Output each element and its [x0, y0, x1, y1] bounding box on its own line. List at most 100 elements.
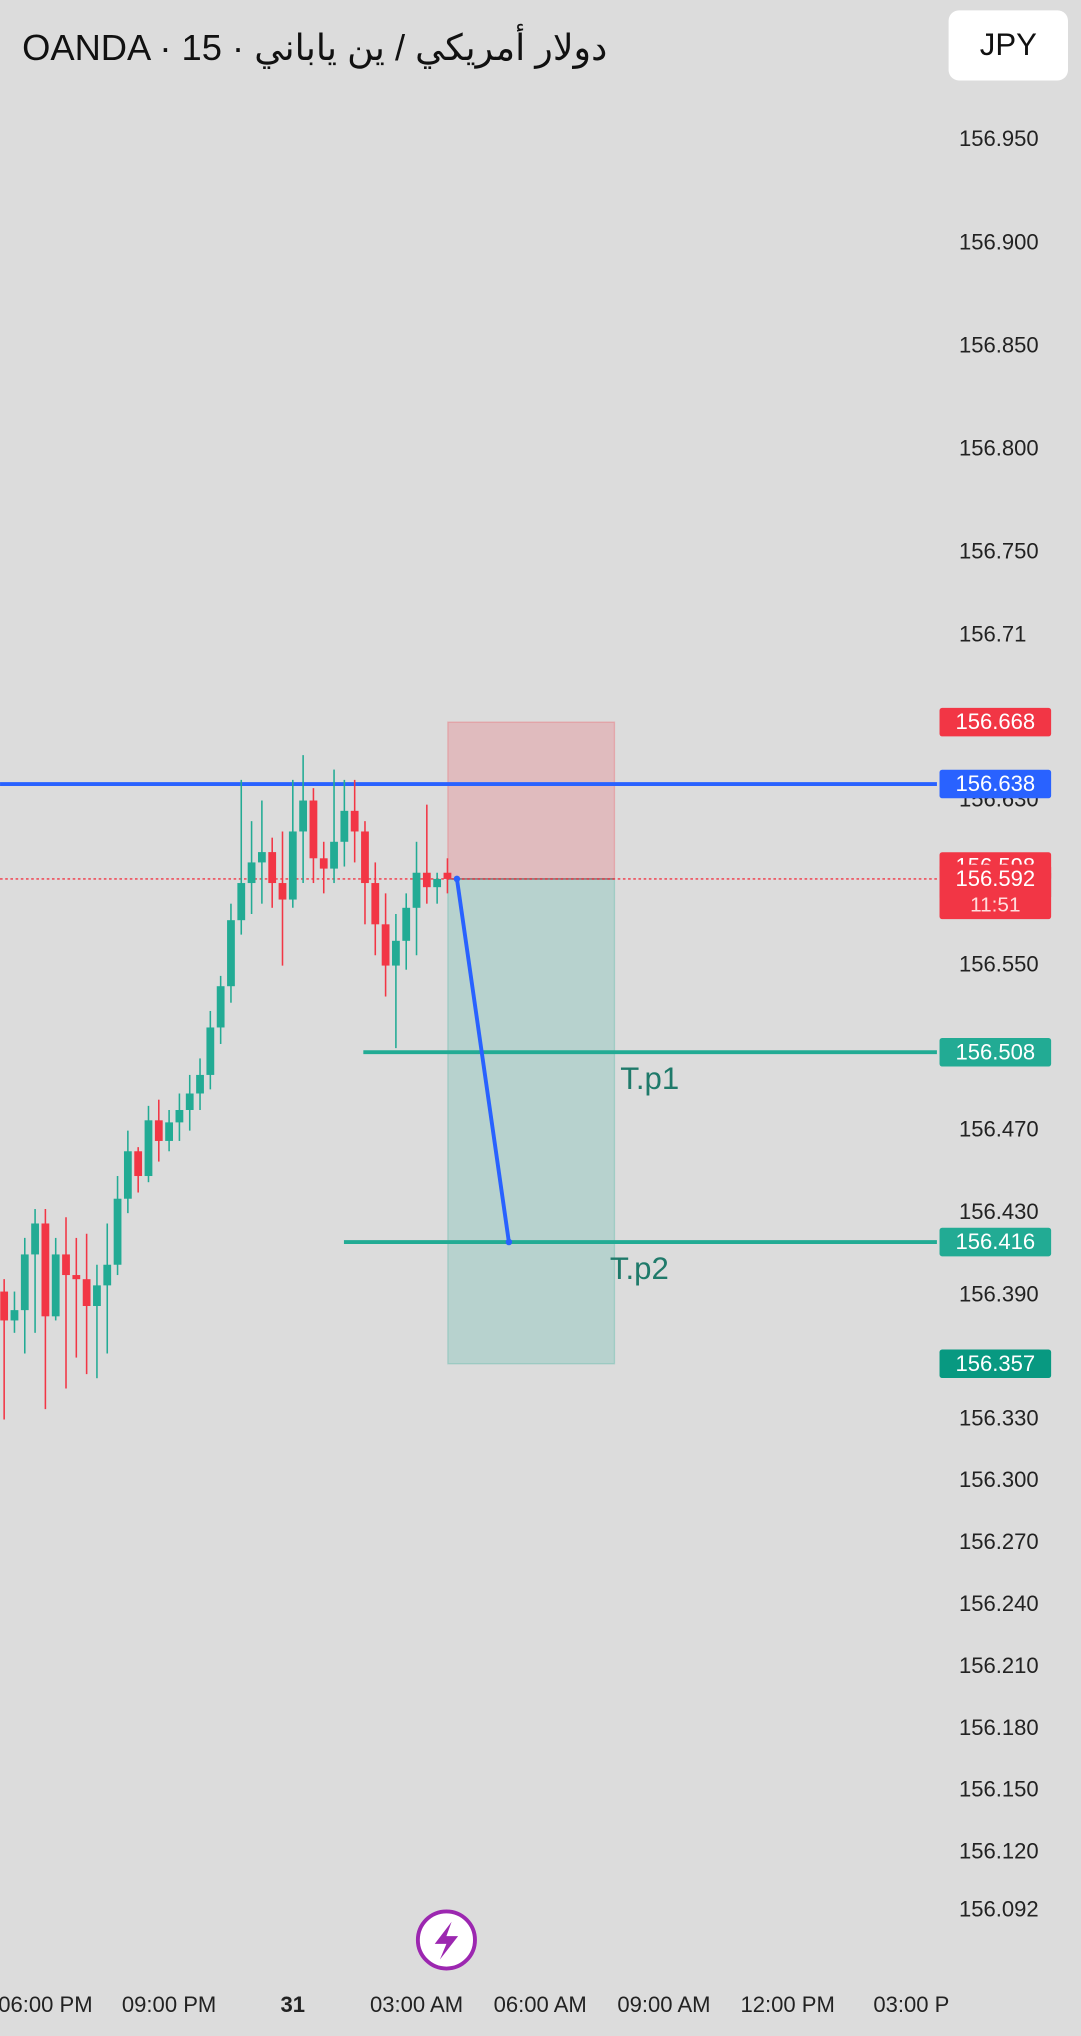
y-tick-label: 156.150: [959, 1777, 1039, 1802]
x-tick-label: 03:00 AM: [370, 1992, 463, 2017]
candle-body: [10, 1310, 19, 1321]
y-tick-label: 156.800: [959, 436, 1039, 461]
x-tick-label: 06:00 PM: [0, 1992, 93, 2017]
y-tick-label: 156.092: [959, 1896, 1039, 1921]
candle-body: [268, 852, 277, 884]
price-tag: [939, 1227, 1052, 1257]
y-tick-label: 156.71: [959, 621, 1026, 646]
y-tick-label: 156.300: [959, 1467, 1039, 1492]
chart-title: OANDA · 15 · دولار أمريكي / ين ياباني: [22, 24, 607, 69]
candle-body: [20, 1254, 29, 1311]
candle-body: [299, 800, 308, 832]
candle-body: [72, 1275, 81, 1280]
x-tick-label: 12:00 PM: [740, 1992, 834, 2017]
trend-point: [505, 1238, 513, 1246]
target-label: T.p2: [610, 1251, 669, 1286]
x-tick-label: 09:00 AM: [617, 1992, 710, 2017]
stop-zone: [447, 721, 616, 880]
price-tag-label: 156.357: [955, 1351, 1035, 1376]
y-tick-label: 156.180: [959, 1715, 1039, 1740]
candle-body: [93, 1285, 101, 1307]
candle-body: [422, 872, 431, 888]
lightning-button[interactable]: [415, 1909, 477, 1971]
candle-body: [82, 1279, 91, 1307]
candle-body: [402, 907, 411, 941]
price-tag-label: 156.668: [955, 709, 1035, 734]
price-tag-label: 156.592: [955, 866, 1035, 891]
candle-body: [288, 831, 297, 900]
y-tick-label: 156.390: [959, 1282, 1039, 1307]
candle-body: [0, 1291, 9, 1321]
candle-body: [62, 1254, 70, 1276]
y-tick-label: 156.330: [959, 1405, 1039, 1430]
lightning-icon[interactable]: [434, 1921, 459, 1960]
y-tick-label: 156.270: [959, 1529, 1039, 1554]
y-tick-label: 156.210: [959, 1653, 1039, 1678]
y-tick-label: 156.430: [959, 1199, 1039, 1224]
x-tick-label: 03:00 P: [873, 1992, 949, 2017]
candle-body: [257, 852, 266, 863]
candle-body: [392, 940, 400, 966]
y-tick-label: 156.950: [959, 126, 1039, 151]
price-tag: [939, 1349, 1052, 1379]
candle-body: [371, 883, 380, 925]
candle-body: [51, 1254, 60, 1317]
candle-body: [206, 1027, 215, 1075]
candle-body: [319, 858, 328, 869]
candle-body: [227, 920, 235, 987]
y-tick-label: 156.850: [959, 332, 1039, 357]
target-label: T.p1: [620, 1061, 679, 1096]
candle-body: [31, 1223, 39, 1255]
price-tag-label: 156.638: [955, 771, 1035, 796]
candle-body: [443, 872, 452, 879]
candle-body: [350, 810, 359, 832]
candle-body: [340, 810, 349, 842]
candle-body: [278, 883, 287, 900]
price-tag-label: 156.508: [955, 1039, 1035, 1064]
candle-body: [185, 1093, 194, 1110]
candle-body: [330, 841, 338, 869]
candle-body: [361, 831, 369, 884]
candle-body: [309, 800, 318, 859]
candle-body: [103, 1264, 112, 1286]
price-tag: [939, 769, 1052, 799]
price-tag: [939, 864, 1052, 920]
target-zone: [447, 878, 616, 1365]
x-tick-label: 06:00 AM: [494, 1992, 587, 2017]
y-tick-label: 156.470: [959, 1116, 1039, 1141]
candle-body: [433, 878, 442, 888]
candle-body: [412, 872, 421, 908]
x-tick-label: 09:00 PM: [122, 1992, 216, 2017]
plot: 156.950 156.900 156.850 156.800 156.750 156.7…: [0, 126, 1052, 2017]
candle-body: [144, 1120, 153, 1177]
trend-point: [453, 875, 461, 883]
y-tick-label: 156.900: [959, 229, 1039, 254]
candle-body: [247, 862, 256, 884]
candle-body: [165, 1122, 173, 1141]
candle-body: [113, 1198, 122, 1265]
candle-body: [41, 1223, 50, 1317]
symbol-button-label[interactable]: JPY: [980, 27, 1037, 62]
y-tick-label: 156.550: [959, 951, 1039, 976]
y-tick-label: 156.120: [959, 1839, 1039, 1864]
candle-body: [175, 1109, 184, 1123]
price-tag-label: 156.416: [955, 1229, 1035, 1254]
candle-body: [381, 924, 390, 966]
trend-line: [455, 878, 511, 1243]
candle-body: [134, 1151, 143, 1177]
price-tag: [939, 1037, 1052, 1067]
candle-body: [196, 1074, 204, 1094]
y-tick-label: 156.240: [959, 1591, 1039, 1616]
candle-body: [154, 1120, 163, 1141]
candle-body: [216, 986, 225, 1028]
symbol-button[interactable]: [948, 10, 1068, 81]
candle-body: [237, 883, 246, 921]
candle-body: [123, 1151, 132, 1199]
price-tag: [939, 707, 1052, 737]
countdown: 11:51: [970, 894, 1020, 917]
y-tick-label: 156.750: [959, 539, 1039, 564]
x-tick-label: 31: [281, 1992, 306, 2017]
